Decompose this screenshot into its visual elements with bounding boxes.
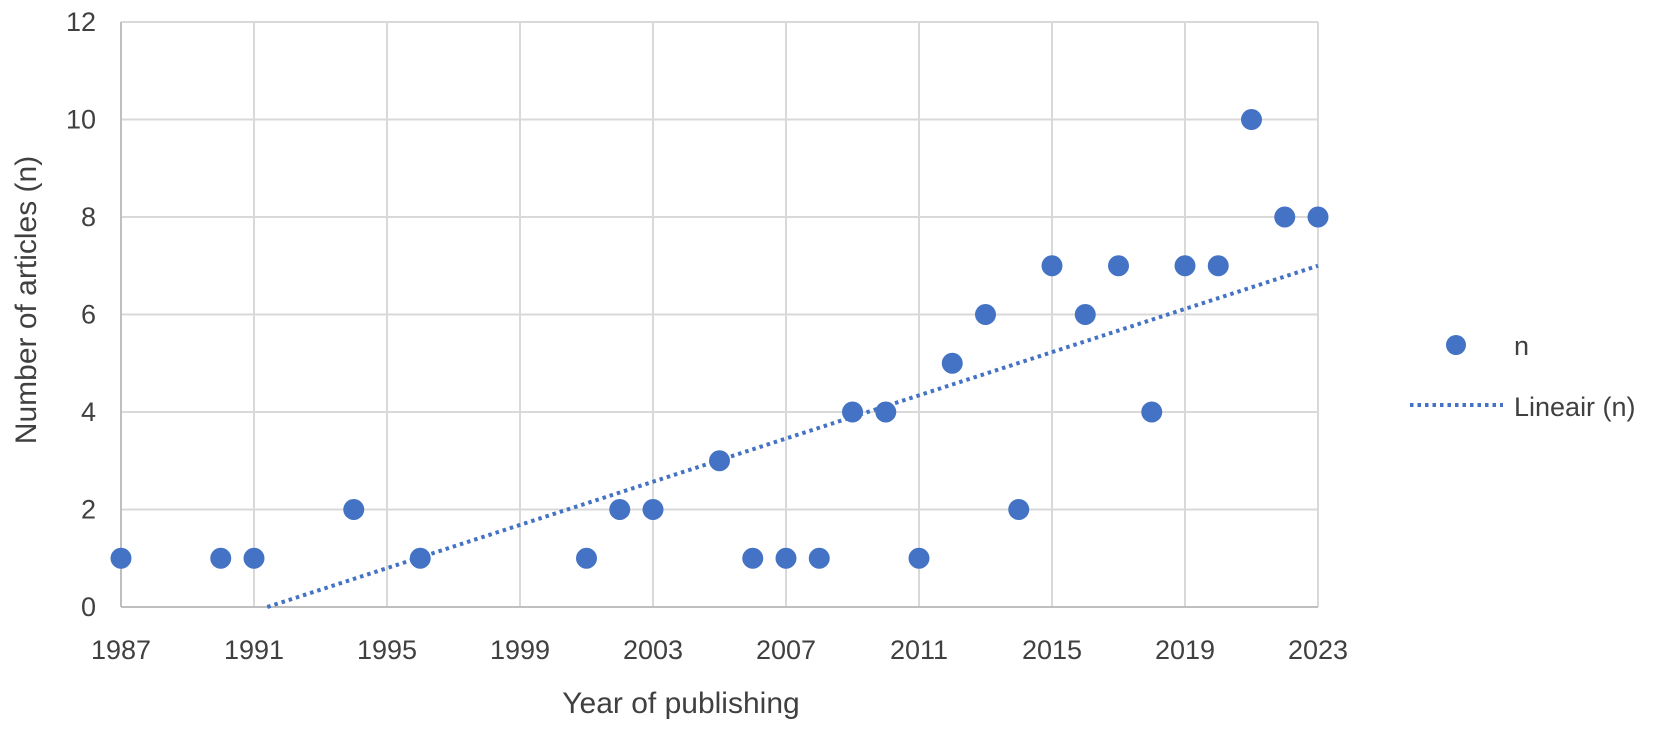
data-point (409, 547, 431, 569)
data-point (775, 547, 797, 569)
data-point (243, 547, 265, 569)
data-point (975, 304, 996, 325)
data-point (210, 547, 232, 569)
data-point (576, 547, 597, 569)
legend: n Lineair (n) (1410, 331, 1636, 422)
data-point (1174, 255, 1196, 277)
x-axis-title: Year of publishing (562, 687, 799, 720)
data-point (1041, 255, 1063, 277)
y-tick-label: 4 (81, 397, 96, 427)
x-tick-label: 1995 (357, 635, 417, 665)
data-point (1274, 206, 1296, 228)
data-point (1008, 499, 1030, 520)
x-tick-label: 2015 (1022, 635, 1082, 665)
data-point (1241, 109, 1262, 130)
data-point (875, 401, 897, 423)
data-point (1207, 255, 1229, 277)
data-point (908, 547, 930, 569)
x-tick-label: 2003 (623, 635, 683, 665)
x-tick-label: 1987 (91, 635, 151, 665)
y-tick-label: 10 (66, 105, 96, 135)
y-tick-label: 6 (81, 300, 96, 330)
x-tick-label: 2007 (756, 635, 816, 665)
data-point (1108, 255, 1129, 277)
x-tick-label: 2019 (1155, 635, 1215, 665)
data-point (110, 547, 132, 569)
data-point (343, 499, 365, 520)
y-tick-label: 2 (81, 495, 96, 525)
legend-label-trendline: Lineair (n) (1514, 392, 1636, 422)
gridlines (121, 21, 1319, 607)
x-tick-label: 2023 (1288, 635, 1348, 665)
y-axis-title: Number of articles (n) (10, 156, 43, 444)
x-tick-label: 1999 (490, 635, 550, 665)
data-point (1074, 304, 1096, 325)
y-tick-label: 12 (66, 7, 96, 37)
data-point (1307, 206, 1329, 228)
data-point (941, 352, 963, 374)
x-tick-label: 1991 (224, 635, 284, 665)
legend-label-n: n (1514, 331, 1529, 361)
legend-marker-n (1446, 335, 1466, 355)
axes (120, 22, 1318, 608)
y-tick-labels: 0 2 4 6 8 10 12 (66, 7, 96, 622)
data-point (642, 499, 664, 520)
data-point (1141, 401, 1163, 423)
data-point (709, 450, 730, 472)
data-point (808, 547, 830, 569)
data-point (742, 547, 764, 569)
data-point (609, 499, 631, 520)
data-point (842, 401, 863, 423)
x-tick-labels: 1987 1991 1995 1999 2003 2007 2011 2015 2019 2023 (91, 635, 1348, 665)
data-points (110, 109, 1329, 569)
y-tick-label: 0 (81, 592, 96, 622)
y-tick-label: 8 (81, 202, 96, 232)
x-tick-label: 2011 (890, 635, 948, 665)
